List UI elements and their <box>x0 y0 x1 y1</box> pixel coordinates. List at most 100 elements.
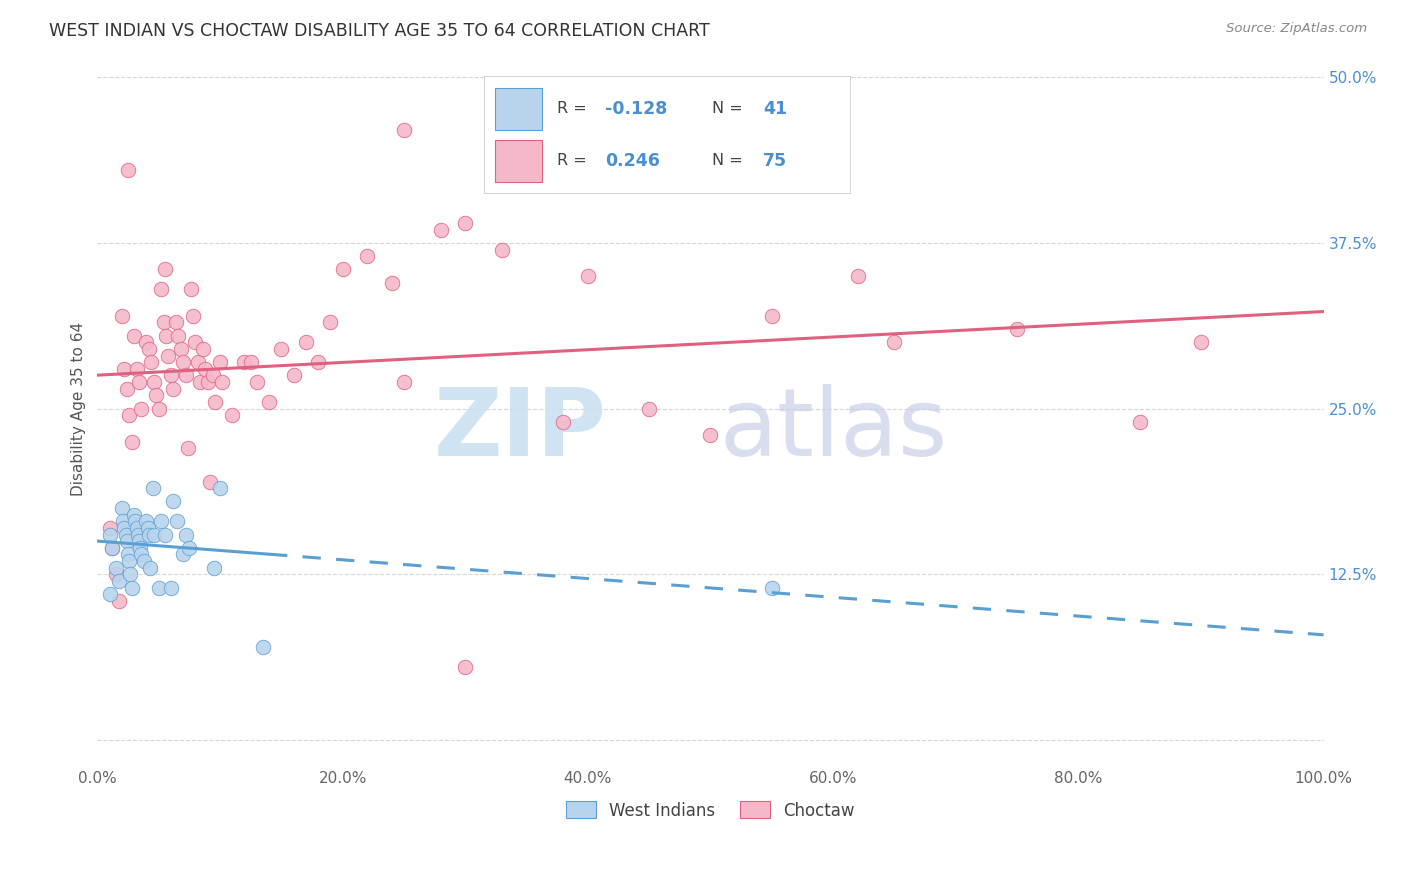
Point <box>191 342 214 356</box>
Point <box>125 362 148 376</box>
Point <box>108 574 131 588</box>
Point <box>118 554 141 568</box>
Point <box>307 355 329 369</box>
Point <box>221 409 243 423</box>
Point <box>135 335 157 350</box>
Point <box>239 355 262 369</box>
Point <box>145 388 167 402</box>
Point <box>170 342 193 356</box>
Point <box>257 395 280 409</box>
Point <box>121 581 143 595</box>
Point <box>179 541 201 555</box>
Point <box>172 355 194 369</box>
Point <box>141 481 163 495</box>
Point <box>118 409 141 423</box>
Point <box>112 514 135 528</box>
Point <box>111 501 134 516</box>
Y-axis label: Disability Age 35 to 64: Disability Age 35 to 64 <box>72 321 86 496</box>
Point <box>122 328 145 343</box>
Point <box>319 315 342 329</box>
Point <box>553 415 575 429</box>
Point <box>135 514 157 528</box>
Point <box>883 335 905 350</box>
Point <box>270 342 292 356</box>
Point <box>429 222 451 236</box>
Point <box>142 527 165 541</box>
Point <box>208 355 231 369</box>
Point <box>204 395 226 409</box>
Point <box>148 401 170 416</box>
Text: WEST INDIAN VS CHOCTAW DISABILITY AGE 35 TO 64 CORRELATION CHART: WEST INDIAN VS CHOCTAW DISABILITY AGE 35… <box>49 22 710 40</box>
Text: atlas: atlas <box>718 384 948 476</box>
Point <box>392 123 415 137</box>
Point <box>117 163 139 178</box>
Point <box>177 442 200 456</box>
Point <box>104 567 127 582</box>
Point <box>152 315 174 329</box>
Point <box>211 375 233 389</box>
Point <box>198 475 221 489</box>
Point <box>117 548 139 562</box>
Point <box>141 355 163 369</box>
Point <box>155 328 177 343</box>
Point <box>98 527 121 541</box>
Point <box>1005 322 1028 336</box>
Point <box>246 375 269 389</box>
Point <box>283 368 305 383</box>
Point <box>491 243 513 257</box>
Point <box>638 401 661 416</box>
Point <box>129 541 152 555</box>
Text: Source: ZipAtlas.com: Source: ZipAtlas.com <box>1226 22 1367 36</box>
Point <box>153 527 176 541</box>
Point <box>162 382 184 396</box>
Point <box>139 560 162 574</box>
Point <box>761 309 783 323</box>
Text: ZIP: ZIP <box>433 384 606 476</box>
Point <box>98 587 121 601</box>
Point <box>121 434 143 449</box>
Point <box>197 375 219 389</box>
Point <box>454 216 477 230</box>
Point <box>454 660 477 674</box>
Point <box>138 527 160 541</box>
Point <box>233 355 256 369</box>
Point <box>142 375 165 389</box>
Legend: West Indians, Choctaw: West Indians, Choctaw <box>560 795 862 826</box>
Point <box>128 375 150 389</box>
Point <box>132 554 155 568</box>
Point <box>184 335 207 350</box>
Point <box>115 382 138 396</box>
Point <box>172 548 194 562</box>
Point <box>165 315 187 329</box>
Point <box>101 541 124 555</box>
Point <box>174 527 197 541</box>
Point <box>202 560 225 574</box>
Point <box>122 508 145 522</box>
Point <box>127 527 149 541</box>
Point <box>1129 415 1152 429</box>
Point <box>124 514 146 528</box>
Point <box>150 282 173 296</box>
Point <box>125 521 148 535</box>
Point <box>138 342 160 356</box>
Point <box>356 249 378 263</box>
Point <box>112 362 135 376</box>
Point <box>188 375 211 389</box>
Point <box>111 309 134 323</box>
Point <box>194 362 217 376</box>
Point <box>166 514 188 528</box>
Point <box>98 521 121 535</box>
Point <box>201 368 224 383</box>
Point <box>131 548 153 562</box>
Point <box>1189 335 1212 350</box>
Point <box>112 521 135 535</box>
Point <box>252 640 274 655</box>
Point <box>148 581 170 595</box>
Point <box>295 335 318 350</box>
Point <box>153 262 176 277</box>
Point <box>120 567 142 582</box>
Point <box>160 368 183 383</box>
Point <box>576 268 599 283</box>
Point <box>181 309 204 323</box>
Point <box>157 349 180 363</box>
